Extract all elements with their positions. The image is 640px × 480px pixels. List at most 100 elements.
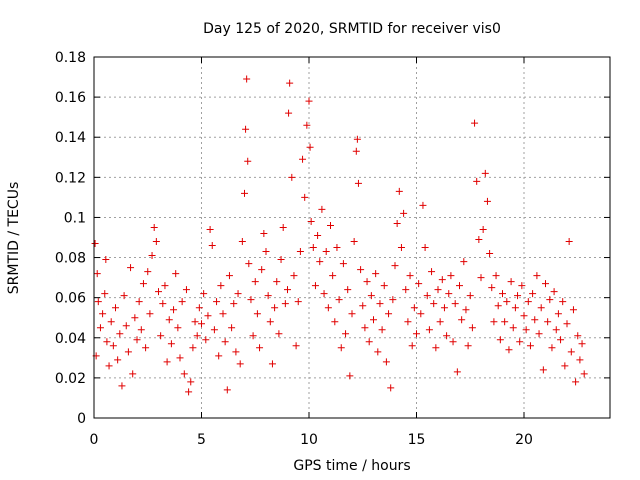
data-point xyxy=(382,358,390,366)
data-point xyxy=(178,298,186,306)
data-point xyxy=(256,344,264,352)
data-point xyxy=(163,358,171,366)
data-point xyxy=(242,125,250,133)
data-point xyxy=(206,225,214,233)
data-point xyxy=(576,356,584,364)
data-point xyxy=(251,278,259,286)
data-point xyxy=(458,316,466,324)
data-point xyxy=(142,344,150,352)
data-point xyxy=(471,119,479,127)
data-point xyxy=(380,282,388,290)
data-point xyxy=(273,278,281,286)
data-point xyxy=(353,135,361,143)
x-tick-label: 5 xyxy=(197,432,206,448)
y-tick-label: 0.1 xyxy=(64,210,86,226)
data-point xyxy=(488,284,496,292)
data-point xyxy=(146,310,154,318)
data-point xyxy=(337,344,345,352)
data-point xyxy=(559,298,567,306)
data-point xyxy=(133,336,141,344)
data-point xyxy=(339,260,347,268)
data-point xyxy=(505,346,513,354)
data-point xyxy=(354,179,362,187)
data-point xyxy=(552,326,560,334)
data-point xyxy=(221,338,229,346)
data-point xyxy=(387,384,395,392)
data-point xyxy=(122,322,130,330)
data-point xyxy=(415,280,423,288)
data-point xyxy=(232,348,240,356)
data-point xyxy=(236,360,244,368)
data-point xyxy=(96,324,104,332)
data-point xyxy=(208,242,216,250)
data-point xyxy=(155,288,162,296)
data-point xyxy=(161,282,169,290)
data-point xyxy=(425,326,433,334)
data-point xyxy=(544,318,552,326)
data-point xyxy=(350,238,358,246)
data-point xyxy=(578,340,586,348)
data-point xyxy=(453,368,461,376)
data-point xyxy=(264,292,272,300)
data-point xyxy=(419,201,427,209)
data-point xyxy=(213,298,221,306)
data-point xyxy=(294,298,302,306)
y-tick-label: 0.18 xyxy=(55,50,86,66)
data-point xyxy=(572,378,580,386)
data-point xyxy=(215,352,223,360)
data-point xyxy=(172,270,180,278)
data-point xyxy=(430,300,438,308)
data-point xyxy=(404,318,412,326)
data-point xyxy=(539,366,547,374)
data-point xyxy=(460,258,468,266)
data-point xyxy=(481,169,489,177)
data-point xyxy=(503,298,511,306)
data-point xyxy=(279,223,287,231)
data-point xyxy=(176,354,184,362)
data-point xyxy=(466,292,474,300)
data-point xyxy=(563,320,571,328)
data-point xyxy=(238,238,246,246)
data-point xyxy=(320,290,328,298)
data-point xyxy=(473,177,481,185)
data-point xyxy=(148,252,156,260)
x-tick-label: 10 xyxy=(300,432,318,448)
data-point xyxy=(402,286,410,294)
data-point xyxy=(440,304,448,312)
data-point xyxy=(395,187,403,195)
data-points xyxy=(91,75,588,396)
data-point xyxy=(281,300,289,308)
data-point xyxy=(318,205,326,213)
data-point xyxy=(210,326,218,334)
data-point xyxy=(309,244,317,252)
data-point xyxy=(228,324,236,332)
data-point xyxy=(243,75,251,83)
data-point xyxy=(120,292,128,300)
data-point xyxy=(516,338,524,346)
data-point xyxy=(152,238,160,246)
data-point xyxy=(247,296,255,304)
data-point xyxy=(507,278,515,286)
data-point xyxy=(129,370,137,378)
data-point xyxy=(159,300,167,308)
data-point xyxy=(200,290,208,298)
data-point xyxy=(447,272,455,280)
data-point xyxy=(150,223,158,231)
data-point xyxy=(376,300,384,308)
data-point xyxy=(567,348,575,356)
axis-ticks: 0 0.02 0.04 0.06 0.08 0.1 0.12 0.14 0.16 0.18 0 5 10… xyxy=(55,50,610,448)
data-point xyxy=(241,189,248,197)
data-point xyxy=(131,314,139,322)
data-point xyxy=(361,324,369,332)
data-point xyxy=(451,300,459,308)
data-point xyxy=(223,386,231,394)
data-point xyxy=(137,326,145,334)
data-point xyxy=(301,193,309,201)
y-tick-label: 0 xyxy=(77,411,86,427)
data-point xyxy=(249,332,257,340)
data-point xyxy=(475,236,483,244)
data-point xyxy=(490,318,498,326)
data-point xyxy=(421,244,429,252)
data-point xyxy=(185,388,193,396)
data-point xyxy=(533,272,541,280)
